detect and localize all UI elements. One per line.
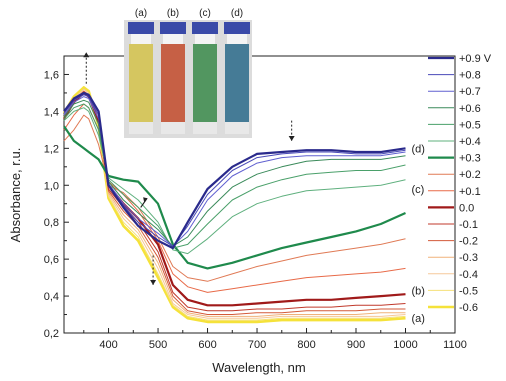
x-tick-label: 700 <box>248 339 266 351</box>
plot-frame <box>63 55 456 334</box>
legend-label: -0.5 <box>459 285 478 297</box>
legend-label: +0.4 <box>459 136 481 148</box>
y-tick-label: 1,4 <box>44 106 59 118</box>
series-line <box>63 114 406 282</box>
arrow-head <box>83 52 90 58</box>
y-tick-label: 0,4 <box>44 291 59 303</box>
y-tick-label: 0,6 <box>44 254 59 266</box>
x-tick-label: 1100 <box>443 339 467 351</box>
shift-arrow <box>140 197 148 208</box>
y-tick-label: 1,0 <box>44 180 59 192</box>
y-tick-label: 1,6 <box>44 69 59 81</box>
cuvette-cap <box>160 22 186 34</box>
curve-annotations: (d) (c) (b) (a) <box>411 143 424 325</box>
cuvette-base <box>129 122 153 134</box>
cuvette-tag <box>227 34 247 44</box>
y-tick-label: 0,8 <box>44 217 59 229</box>
legend-label: 0.0 <box>459 202 474 214</box>
cuvette-tag <box>163 34 183 44</box>
legend-label: +0.8 <box>459 70 481 82</box>
x-tick-label: 900 <box>347 339 365 351</box>
cuvette-solution <box>129 44 153 122</box>
cuvette-photo-inset: (a) (b) (c) (d) <box>124 8 252 138</box>
cuvette-cap <box>192 22 218 34</box>
y-axis-title: Absorbance, r.u. <box>8 148 23 243</box>
direction-arrows <box>83 52 295 285</box>
x-tick-label: 600 <box>198 339 216 351</box>
legend-label: +0.2 <box>459 169 481 181</box>
curve-annotation: (c) <box>411 184 424 196</box>
legend-label: +0.7 <box>459 86 481 98</box>
legend-label: -0.1 <box>459 219 478 231</box>
legend-label: +0.9 V <box>459 53 492 65</box>
legend-label: -0.6 <box>459 302 478 314</box>
x-tick-label: 800 <box>297 339 315 351</box>
arrow-head <box>150 279 157 285</box>
curve-annotation: (a) <box>411 313 424 325</box>
legend: +0.9 V +0.8 +0.7 +0.6 +0.5 +0.4 +0.3 +0.2 +0.1 0.… <box>428 53 492 314</box>
cuvette-label: (b) <box>167 8 179 19</box>
curve-annotation: (d) <box>411 143 424 155</box>
cuvette-solution <box>225 44 249 122</box>
legend-label: -0.4 <box>459 269 478 281</box>
legend-label: -0.3 <box>459 252 478 264</box>
legend-label: -0.2 <box>459 236 478 248</box>
shift-arrow-head <box>143 197 148 203</box>
arrow-head <box>288 135 295 141</box>
series-line <box>63 125 406 270</box>
cuvette-label: (a) <box>135 8 147 19</box>
series-lines <box>62 86 406 324</box>
cuvette-solution <box>193 44 217 122</box>
series-line <box>63 99 406 247</box>
series-line <box>63 96 406 247</box>
y-tick-label: 0,2 <box>44 328 59 340</box>
y-tick-label: 1,2 <box>44 143 59 155</box>
cuvette-tag <box>195 34 215 44</box>
series-line <box>63 103 406 249</box>
x-tick-label: 1000 <box>393 339 417 351</box>
cuvette-cap <box>128 22 154 34</box>
x-tick-label: 400 <box>99 339 117 351</box>
cuvette-tag <box>131 34 151 44</box>
x-tick-label: 500 <box>149 339 167 351</box>
cuvette-cap <box>224 22 250 34</box>
series-line <box>63 91 406 250</box>
cuvette-base <box>161 122 185 134</box>
cuvette-label: (d) <box>231 8 243 19</box>
curve-annotation: (b) <box>411 286 424 298</box>
cuvette-solution <box>161 44 185 122</box>
x-axis: 400 500 600 700 800 900 1000 1100 <box>83 328 467 351</box>
legend-label: +0.3 <box>459 153 481 165</box>
cuvette-base <box>225 122 249 134</box>
series-line <box>63 107 406 255</box>
legend-label: +0.1 <box>459 186 481 198</box>
x-axis-title: Wavelength, nm <box>212 360 305 375</box>
legend-label: +0.6 <box>459 103 481 115</box>
cuvette-label: (c) <box>199 8 211 19</box>
legend-label: +0.5 <box>459 119 481 131</box>
cuvette-base <box>193 122 217 134</box>
y-axis: 0,2 0,4 0,6 0,8 1,0 1,2 1,4 1,6 <box>44 55 69 340</box>
